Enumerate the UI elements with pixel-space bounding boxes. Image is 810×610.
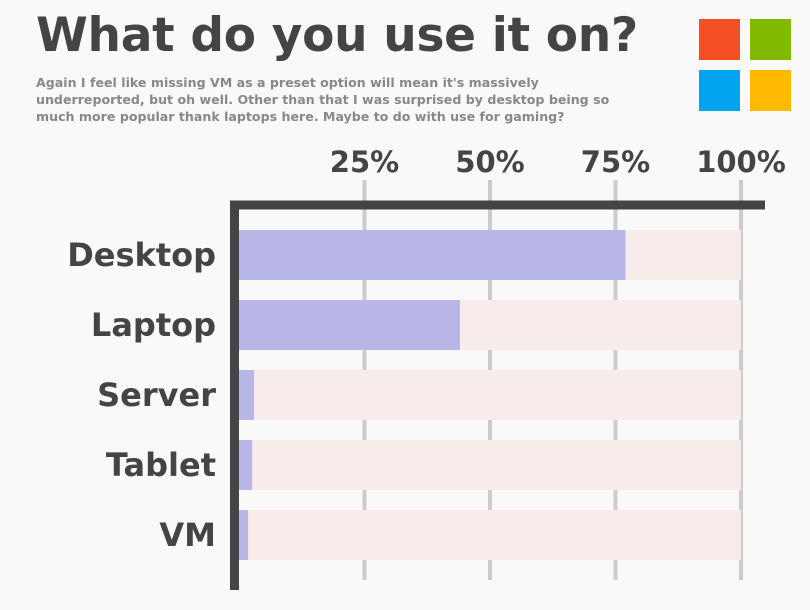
category-label-vm: VM [159,516,216,554]
x-tick-label: 50% [455,145,524,179]
bar-vm [239,510,249,560]
x-tick-label: 25% [330,145,399,179]
category-label-tablet: Tablet [106,446,216,484]
logo-tile-red [699,19,740,60]
windows-logo-icon [699,19,791,111]
bar-desktop [239,230,626,280]
x-tick-label: 100% [696,145,786,179]
bar-laptop [239,300,460,350]
chart-subtitle: Again I feel like missing VM as a preset… [36,75,610,124]
bar-server [239,370,255,420]
logo-tile-yellow [750,70,791,111]
bar-tablet [239,440,253,490]
category-label-server: Server [97,376,216,414]
bar-track-tablet [239,440,741,490]
logo-tile-green [750,19,791,60]
bar-track-server [239,370,741,420]
chart-title: What do you use it on? [36,8,638,63]
bar-track-vm [239,510,741,560]
logo-tile-blue [699,70,740,111]
category-label-desktop: Desktop [67,236,216,274]
x-tick-label: 75% [581,145,650,179]
category-label-laptop: Laptop [91,306,216,344]
